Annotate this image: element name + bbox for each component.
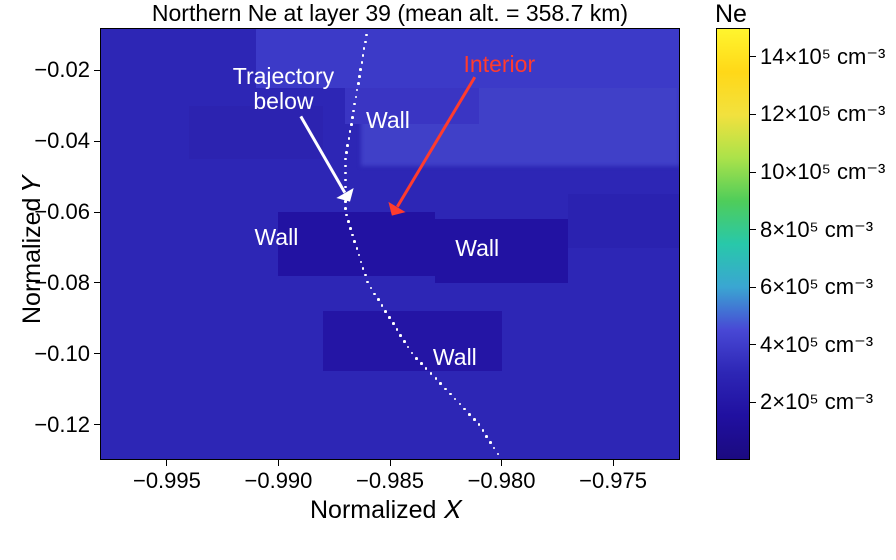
colorbar [716,28,750,460]
ytick-mark [94,70,100,71]
xtick-label: −0.985 [352,468,428,494]
xtick-label: −0.975 [575,468,651,494]
x-axis-label: Normalized 𝑋 [310,496,461,525]
colorbar-title: Ne [715,0,747,29]
cbar-tick-label: 10×10⁵ cm⁻³ [760,159,885,185]
ytick-mark [94,282,100,283]
cbar-tick-mark [750,402,756,403]
cbar-tick-mark [750,114,756,115]
xtick-mark [278,460,279,466]
xtick-mark [501,460,502,466]
cbar-tick-label: 4×10⁵ cm⁻³ [760,332,873,358]
cbar-tick-label: 14×10⁵ cm⁻³ [760,44,885,70]
xtick-label: −0.990 [240,468,316,494]
ytick-label: −0.02 [28,57,90,83]
chart-title: Northern Ne at layer 39 (mean alt. = 358… [100,0,680,27]
ytick-label: −0.12 [28,412,90,438]
cbar-tick-mark [750,344,756,345]
ytick-mark [94,212,100,213]
cbar-tick-label: 12×10⁵ cm⁻³ [760,101,885,127]
plot-border [100,28,680,460]
cbar-tick-label: 6×10⁵ cm⁻³ [760,274,873,300]
y-axis-label: Normalized 𝑌 [18,174,47,324]
xtick-label: −0.995 [129,468,205,494]
cbar-tick-label: 8×10⁵ cm⁻³ [760,217,873,243]
cbar-tick-mark [750,172,756,173]
xtick-mark [166,460,167,466]
cbar-tick-mark [750,56,756,57]
ytick-mark [94,353,100,354]
xtick-mark [613,460,614,466]
ytick-mark [94,141,100,142]
xtick-mark [390,460,391,466]
ytick-mark [94,424,100,425]
ytick-label: −0.04 [28,128,90,154]
cbar-tick-mark [750,229,756,230]
ytick-label: −0.10 [28,341,90,367]
xtick-label: −0.980 [464,468,540,494]
cbar-tick-mark [750,287,756,288]
cbar-tick-label: 2×10⁵ cm⁻³ [760,389,873,415]
